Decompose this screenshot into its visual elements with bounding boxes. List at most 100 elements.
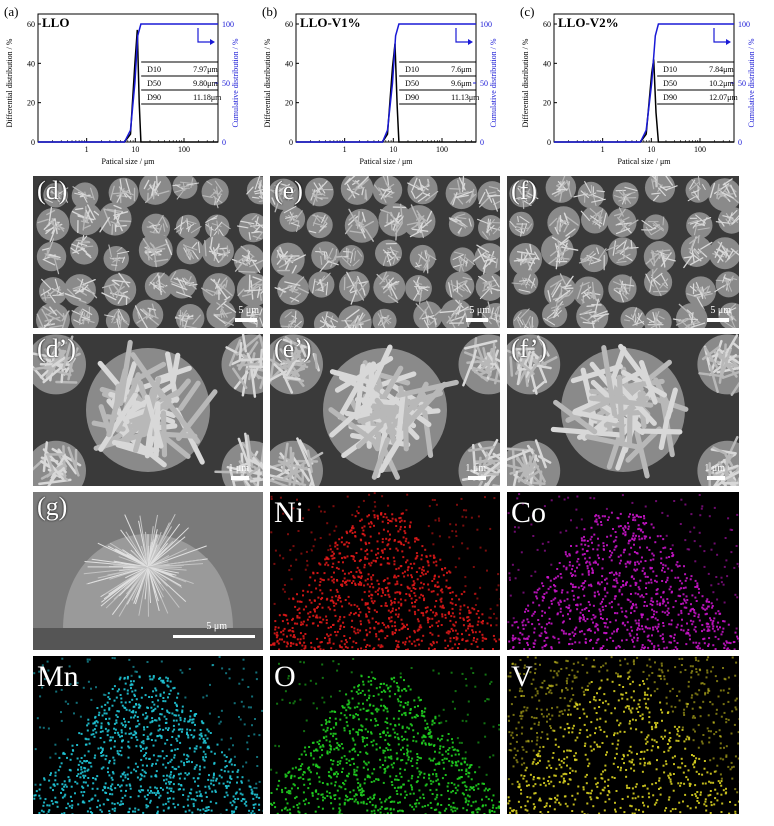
arrow-head-icon — [726, 39, 731, 45]
scale-bar — [231, 476, 249, 480]
psd-chart-b: (b) LLO-V1% 0 20 40 60 0 50 100 1 10 100 Patical siz… — [258, 0, 516, 172]
eds-map-v: V — [507, 656, 739, 814]
x-axis-label: Patical size / μm — [618, 157, 672, 166]
sem-image — [270, 334, 500, 486]
y2-tick-label: 50 — [222, 79, 230, 88]
y2-axis-label: Cumulative distribution / % — [489, 38, 498, 127]
sem-panel-f-prime: (f’) 1 μm — [507, 334, 739, 486]
table-key: D10 — [663, 65, 677, 74]
y2-tick-label: 100 — [738, 20, 750, 29]
scale-bar-label: 1 μm — [465, 463, 486, 474]
scale-bar-label: 5 μm — [469, 305, 490, 316]
element-label: V — [511, 660, 533, 693]
y2-tick-label: 0 — [222, 138, 226, 147]
table-value: 9.80μm — [193, 79, 218, 88]
y2-axis-label: Cumulative distribution / % — [231, 38, 240, 127]
cumulative-line — [38, 23, 218, 143]
plot-frame — [553, 13, 735, 143]
x-tick-label: 1 — [601, 145, 605, 154]
scale-bar-label: 5 μm — [238, 305, 259, 316]
x-tick-label: 10 — [131, 145, 139, 154]
eds-map-image — [507, 492, 739, 650]
scale-bar — [707, 318, 729, 322]
element-label: Ni — [274, 496, 304, 529]
table-key: D90 — [147, 93, 161, 102]
scale-bar — [235, 318, 257, 322]
sem-panel-g: (g) 5 μm — [33, 492, 263, 650]
table-key: D10 — [405, 65, 419, 74]
sem-panel-d-prime: (d’) 1 μm — [33, 334, 263, 486]
eds-map-image — [270, 656, 500, 814]
y-tick-label: 60 — [543, 20, 551, 29]
psd-chart-c: (c) LLO-V2% 0 20 40 60 0 50 100 1 10 100 Patical siz… — [516, 0, 774, 172]
y2-axis-label: Cumulative distribution / % — [747, 38, 756, 127]
y-tick-label: 40 — [285, 59, 293, 68]
scale-bar-label: 5 μm — [710, 305, 731, 316]
y2-tick-label: 0 — [480, 138, 484, 147]
eds-map-image — [507, 656, 739, 814]
table-key: D50 — [147, 79, 161, 88]
chart-title: LLO — [42, 15, 69, 30]
element-label: Co — [511, 496, 547, 529]
table-key: D50 — [663, 79, 677, 88]
eds-map-ni: Ni — [270, 492, 500, 650]
element-label: O — [274, 660, 296, 693]
table-key: D90 — [405, 93, 419, 102]
panel-label: (a) — [4, 4, 18, 19]
sem-image — [33, 176, 263, 328]
panel-label: (d’) — [37, 334, 76, 363]
table-key: D50 — [405, 79, 419, 88]
y-axis-label: Differential distribution / % — [5, 38, 14, 127]
psd-chart-a: (a) LLO 0 20 40 60 0 50 100 1 10 100 Patical size / … — [0, 0, 258, 172]
arrow-icon — [197, 28, 212, 43]
table-value: 10.2μm — [709, 79, 734, 88]
x-tick-label: 1 — [85, 145, 89, 154]
x-tick-label: 10 — [389, 145, 397, 154]
scale-bar-label: 1 μm — [704, 463, 725, 474]
x-tick-label: 10 — [647, 145, 655, 154]
cumulative-line — [296, 23, 476, 143]
y-tick-label: 0 — [289, 138, 293, 147]
arrow-icon — [455, 28, 470, 43]
sem-image — [507, 334, 739, 486]
y2-tick-label: 50 — [738, 79, 746, 88]
panel-label: (g) — [37, 492, 68, 521]
scale-bar — [173, 635, 255, 638]
sem-image — [33, 492, 263, 650]
differential-line — [554, 59, 734, 143]
cumulative-line — [554, 23, 734, 143]
panel-label: (f) — [511, 176, 537, 205]
panel-label: (e) — [274, 176, 303, 205]
eds-map-o: O — [270, 656, 500, 814]
panel-label: (d) — [37, 176, 68, 205]
arrow-head-icon — [468, 39, 473, 45]
panel-label: (e’) — [274, 334, 312, 363]
y2-tick-label: 100 — [480, 20, 492, 29]
table-value: 7.97μm — [193, 65, 218, 74]
y-tick-label: 0 — [31, 138, 35, 147]
x-axis-label: Patical size / μm — [102, 157, 156, 166]
panel-label: (c) — [520, 4, 534, 19]
differential-line — [296, 43, 476, 143]
table-key: D90 — [663, 93, 677, 102]
y-tick-label: 0 — [547, 138, 551, 147]
plot-frame — [295, 13, 477, 143]
chart-title: LLO-V2% — [558, 15, 619, 30]
y-tick-label: 20 — [285, 99, 293, 108]
sem-panel-d: (d) 5 μm — [33, 176, 263, 328]
y-tick-label: 20 — [543, 99, 551, 108]
x-tick-label: 100 — [178, 145, 190, 154]
x-axis-label: Patical size / μm — [360, 157, 414, 166]
y-tick-label: 60 — [285, 20, 293, 29]
differential-line — [38, 29, 218, 143]
x-tick-label: 100 — [694, 145, 706, 154]
x-tick-label: 100 — [436, 145, 448, 154]
scale-bar — [466, 318, 488, 322]
panel-label: (f’) — [511, 334, 548, 363]
x-tick-label: 1 — [343, 145, 347, 154]
sem-panel-e: (e) 5 μm — [270, 176, 500, 328]
table-key: D10 — [147, 65, 161, 74]
y-axis-label: Differential distribution / % — [263, 38, 272, 127]
y-tick-label: 60 — [27, 20, 35, 29]
y2-tick-label: 0 — [738, 138, 742, 147]
